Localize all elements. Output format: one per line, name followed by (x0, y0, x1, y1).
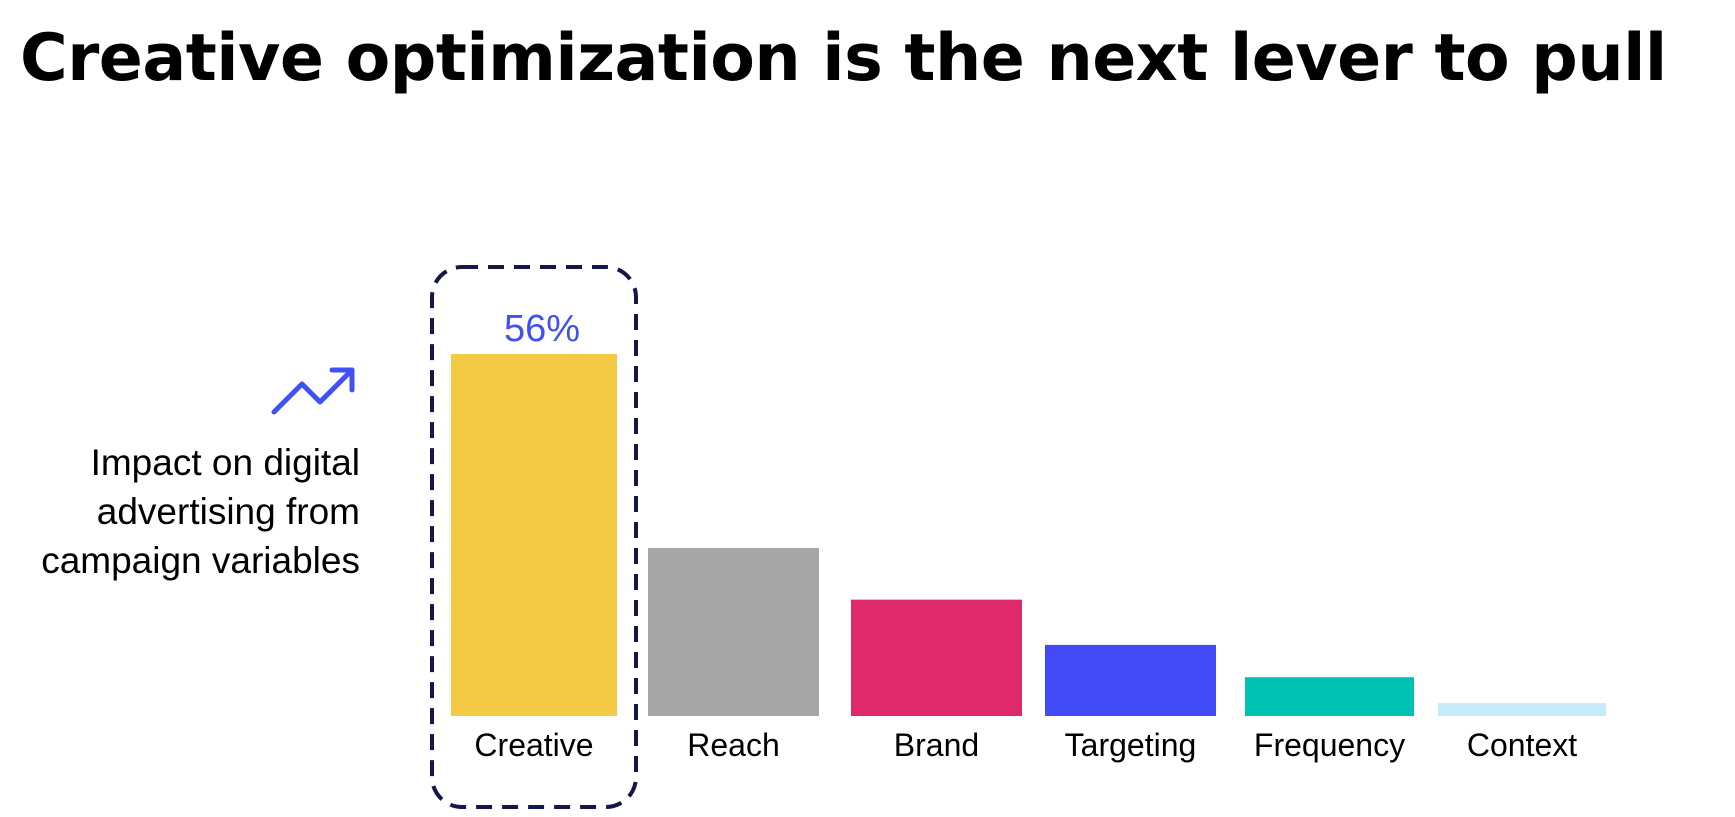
chart-description-line: advertising from (96, 491, 360, 532)
bar-frequency (1245, 677, 1414, 716)
bar-targeting (1045, 644, 1216, 716)
bar-creative (451, 354, 617, 716)
trending-up-icon (271, 367, 355, 415)
chart-description: Impact on digital advertising from campa… (0, 438, 360, 585)
chart-description-line: campaign variables (41, 540, 360, 581)
category-label-targeting: Targeting (1065, 727, 1197, 763)
chart-description-line: Impact on digital (90, 442, 360, 483)
category-label-reach: Reach (687, 727, 780, 763)
category-label-brand: Brand (894, 727, 979, 763)
category-label-context: Context (1467, 727, 1577, 763)
data-label-creative: 56% (504, 308, 580, 350)
bar-reach (648, 547, 819, 716)
category-label-creative: Creative (474, 727, 593, 763)
page-title: Creative optimization is the next lever … (20, 21, 1667, 96)
highlight-box (430, 265, 638, 809)
category-label-frequency: Frequency (1254, 727, 1405, 763)
bar-brand (851, 599, 1022, 716)
bar-context (1438, 703, 1606, 716)
